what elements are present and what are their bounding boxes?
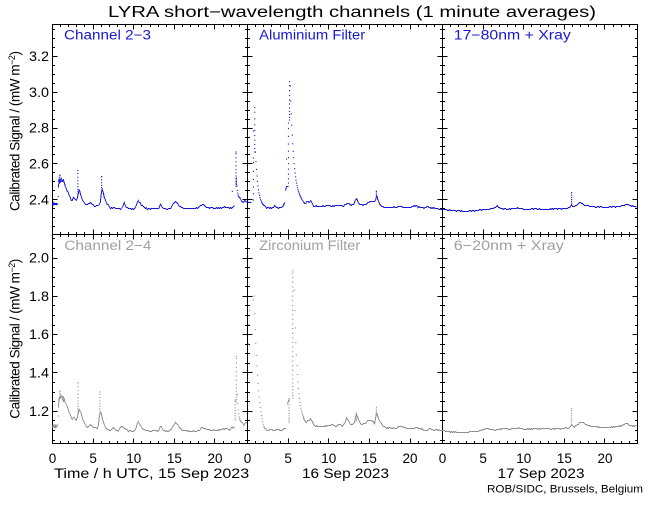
svg-text:0: 0	[439, 451, 447, 466]
svg-text:0: 0	[49, 451, 57, 466]
svg-text:1.4: 1.4	[29, 366, 50, 381]
svg-text:3.0: 3.0	[29, 85, 49, 100]
svg-text:Channel 2−4: Channel 2−4	[64, 238, 152, 253]
svg-text:10: 10	[516, 451, 531, 466]
svg-text:20: 20	[208, 451, 223, 466]
svg-text:0: 0	[244, 451, 252, 466]
svg-text:20: 20	[403, 451, 418, 466]
svg-text:ROB/SIDC, Brussels, Belgium: ROB/SIDC, Brussels, Belgium	[487, 483, 643, 495]
svg-text:2.8: 2.8	[29, 121, 49, 136]
svg-text:Calibrated Signal / (mW m−2): Calibrated Signal / (mW m−2)	[7, 51, 23, 211]
svg-text:2.4: 2.4	[29, 192, 50, 207]
svg-text:1.6: 1.6	[29, 327, 49, 342]
svg-text:Calibrated Signal / (mW m−2): Calibrated Signal / (mW m−2)	[7, 259, 23, 419]
svg-text:5: 5	[89, 451, 97, 466]
svg-text:Aluminium Filter: Aluminium Filter	[259, 28, 366, 43]
svg-text:15: 15	[167, 451, 182, 466]
svg-text:Zirconium Filter: Zirconium Filter	[259, 238, 361, 253]
svg-text:Channel 2−3: Channel 2−3	[64, 28, 151, 43]
svg-text:17 Sep 2023: 17 Sep 2023	[498, 466, 585, 481]
svg-text:17−80nm + Xray: 17−80nm + Xray	[454, 28, 571, 43]
svg-text:10: 10	[321, 451, 336, 466]
svg-text:5: 5	[479, 451, 487, 466]
svg-text:1.2: 1.2	[29, 404, 49, 419]
svg-text:6−20nm + Xray: 6−20nm + Xray	[454, 238, 564, 253]
svg-text:20: 20	[598, 451, 613, 466]
svg-text:1.8: 1.8	[29, 289, 49, 304]
svg-text:16 Sep 2023: 16 Sep 2023	[302, 466, 389, 481]
svg-text:5: 5	[284, 451, 292, 466]
svg-text:10: 10	[126, 451, 141, 466]
svg-text:15: 15	[557, 451, 572, 466]
svg-text:3.2: 3.2	[29, 49, 49, 64]
svg-text:2.6: 2.6	[29, 157, 49, 172]
svg-text:15: 15	[362, 451, 377, 466]
svg-text:2.0: 2.0	[29, 251, 49, 266]
svg-text:LYRA short−wavelength channels: LYRA short−wavelength channels (1 minute…	[108, 4, 596, 21]
svg-text:Time / h UTC, 15 Sep 2023: Time / h UTC, 15 Sep 2023	[54, 466, 249, 481]
